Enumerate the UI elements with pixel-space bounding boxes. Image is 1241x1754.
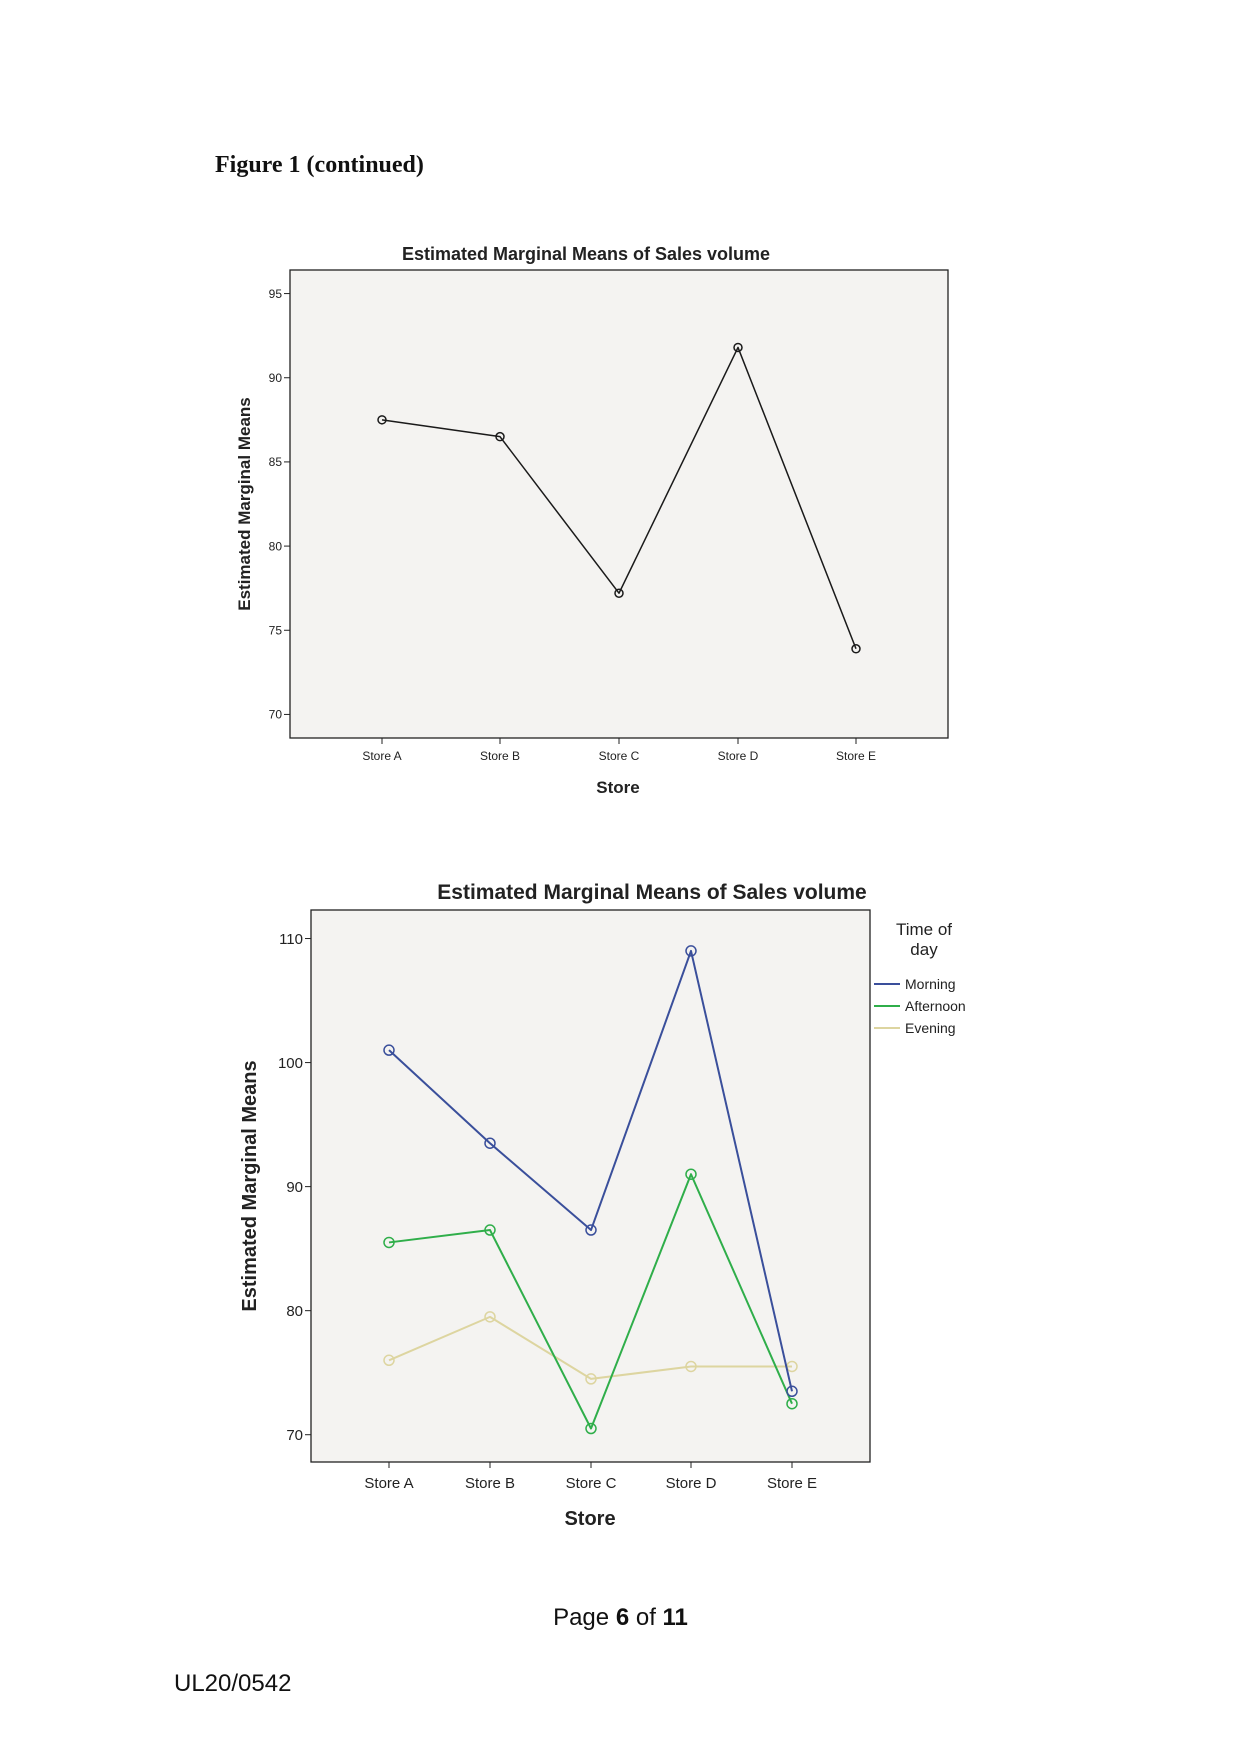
data-point-sales bbox=[614, 588, 624, 598]
x-tick-label: Store A bbox=[364, 1475, 413, 1492]
data-point-sales bbox=[733, 342, 743, 353]
y-tick-label: 75 bbox=[269, 623, 283, 637]
data-point-evening bbox=[685, 1360, 697, 1373]
y-tick-label: 80 bbox=[269, 539, 283, 553]
y-axis-label: Estimated Marginal Means bbox=[239, 1060, 261, 1311]
data-point-sales bbox=[377, 415, 387, 425]
data-point-morning bbox=[786, 1385, 798, 1398]
y-tick-label: 70 bbox=[269, 708, 283, 722]
y-tick-label: 110 bbox=[279, 931, 303, 948]
series-line-sales bbox=[381, 346, 857, 650]
page-total: 11 bbox=[662, 1604, 688, 1631]
data-point-evening bbox=[383, 1354, 395, 1367]
x-tick-label: Store D bbox=[718, 749, 759, 763]
chart-title: Estimated Marginal Means of Sales volume bbox=[402, 244, 770, 264]
x-tick-label: Store C bbox=[599, 749, 640, 763]
y-tick-label: 95 bbox=[269, 287, 283, 301]
y-tick-label: 90 bbox=[286, 1179, 303, 1196]
data-point-afternoon bbox=[685, 1168, 697, 1180]
page-of: of bbox=[635, 1604, 656, 1631]
series-line-afternoon bbox=[388, 1173, 793, 1430]
x-tick-label: Store A bbox=[362, 749, 401, 763]
page-number: Page 6 of 11 bbox=[0, 1604, 1241, 1632]
legend-label-afternoon: Afternoon bbox=[905, 998, 966, 1014]
x-tick-label: Store C bbox=[566, 1475, 617, 1492]
x-tick-label: Store D bbox=[666, 1475, 717, 1492]
data-point-morning bbox=[685, 945, 697, 957]
data-point-sales bbox=[851, 644, 861, 654]
document-code: UL20/0542 bbox=[174, 1670, 292, 1697]
data-point-morning bbox=[383, 1044, 395, 1056]
figure-heading: Figure 1 (continued) bbox=[215, 152, 424, 178]
x-tick-label: Store E bbox=[836, 749, 876, 763]
data-point-afternoon bbox=[484, 1224, 496, 1236]
y-tick-label: 100 bbox=[278, 1055, 303, 1072]
x-tick-label: Store E bbox=[767, 1475, 817, 1492]
y-tick-label: 85 bbox=[269, 455, 283, 469]
page-prefix: Page bbox=[553, 1604, 610, 1631]
data-point-evening bbox=[585, 1373, 597, 1385]
page-current: 6 bbox=[615, 1604, 630, 1631]
legend-label-evening: Evening bbox=[905, 1020, 956, 1036]
legend-label-morning: Morning bbox=[905, 976, 956, 992]
data-point-evening bbox=[484, 1311, 496, 1323]
y-tick-label: 90 bbox=[269, 371, 283, 385]
x-tick-label: Store B bbox=[465, 1475, 515, 1492]
y-axis-label: Estimated Marginal Means bbox=[235, 397, 254, 611]
series-line-evening bbox=[388, 1315, 792, 1380]
x-tick-label: Store B bbox=[480, 749, 520, 763]
plot-area bbox=[289, 269, 949, 739]
y-tick-label: 70 bbox=[286, 1427, 303, 1444]
data-point-morning bbox=[484, 1137, 496, 1149]
chart-title: Estimated Marginal Means of Sales volume bbox=[437, 881, 866, 904]
x-axis-label: Store bbox=[596, 778, 639, 797]
data-point-afternoon bbox=[383, 1236, 395, 1249]
x-axis-label: Store bbox=[564, 1508, 615, 1530]
data-point-afternoon bbox=[585, 1422, 597, 1435]
legend-title: Time of bbox=[896, 920, 952, 939]
data-point-afternoon bbox=[786, 1397, 798, 1410]
series-line-morning bbox=[388, 949, 793, 1392]
data-point-sales bbox=[495, 431, 505, 442]
data-point-morning bbox=[585, 1224, 597, 1236]
legend-title: day bbox=[910, 940, 938, 959]
y-tick-label: 80 bbox=[286, 1303, 303, 1320]
